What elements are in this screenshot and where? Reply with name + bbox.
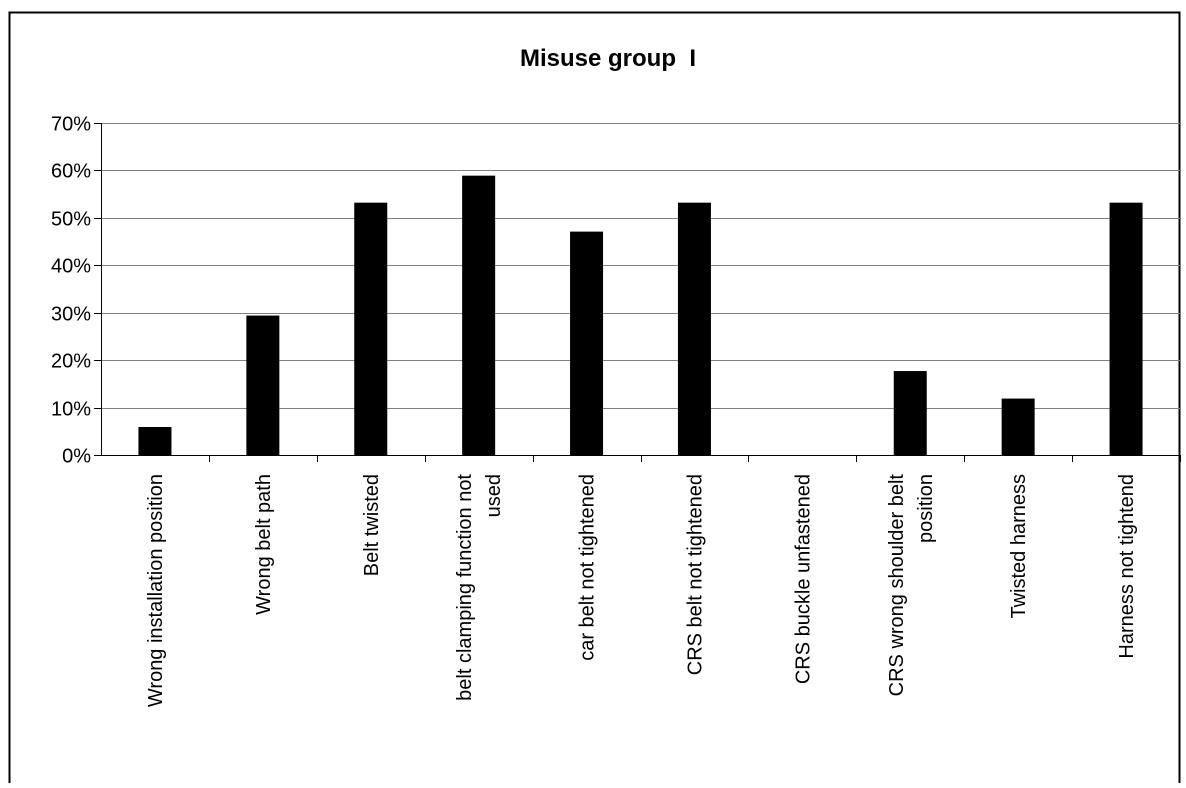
x-tick-label-line: Wrong installation position	[145, 474, 167, 707]
bar	[893, 371, 927, 455]
x-tick-label-line: used	[483, 474, 505, 517]
x-tick-label-line: CRS wrong shoulder belt	[886, 474, 908, 697]
axes	[94, 123, 1181, 462]
x-tick-label: CRS belt not tightened	[684, 474, 706, 675]
bar	[354, 202, 388, 455]
x-tick-label-line: Belt twisted	[361, 474, 383, 576]
y-tick-label: 60%	[51, 161, 91, 183]
x-tick-label-line: position	[915, 474, 937, 543]
y-tick-label: 40%	[51, 256, 91, 278]
bars	[138, 175, 1143, 455]
bar	[1001, 398, 1035, 455]
x-tick-label: car belt not tightened	[577, 474, 599, 661]
y-tick-label: 10%	[51, 399, 91, 421]
x-tick-label: CRS buckle unfastened	[792, 474, 814, 684]
gridlines	[101, 123, 1180, 409]
x-tick-label-line: car belt not tightened	[577, 474, 599, 661]
x-tick-label: belt clamping function not used	[454, 474, 505, 701]
x-tick-label-line: Harness not tightend	[1116, 474, 1138, 659]
chart-title: Misuse group I	[520, 45, 696, 72]
x-tick-label: Twisted harness	[1008, 474, 1030, 619]
y-tick-label: 30%	[51, 304, 91, 326]
y-tick-labels: 0% 10% 20% 30% 40% 50% 60% 70%	[51, 114, 91, 468]
x-tick-label: CRS wrong shoulder belt position	[886, 474, 937, 697]
x-tick-label-line: Twisted harness	[1008, 474, 1030, 619]
y-tick-label: 50%	[51, 209, 91, 231]
bar	[138, 427, 172, 455]
y-tick-label: 0%	[62, 446, 91, 468]
x-tick-label: Harness not tightend	[1116, 474, 1138, 659]
y-tick-label: 70%	[51, 114, 91, 136]
bar	[246, 315, 280, 455]
x-tick-label-line: belt clamping function not	[454, 474, 476, 701]
x-tick-label: Wrong belt path	[253, 474, 275, 615]
x-tick-labels: Wrong installation position Wrong belt pa…	[145, 474, 1138, 708]
x-tick-label-line: Wrong belt path	[253, 474, 275, 615]
bar	[677, 202, 711, 455]
bar	[1109, 202, 1143, 455]
x-tick-label: Wrong installation position	[145, 474, 167, 707]
bar	[570, 231, 604, 455]
y-tick-label: 20%	[51, 351, 91, 373]
bar	[462, 175, 496, 455]
x-tick-label: Belt twisted	[361, 474, 383, 576]
x-tick-label-line: CRS buckle unfastened	[792, 474, 814, 684]
x-tick-label-line: CRS belt not tightened	[684, 474, 706, 675]
